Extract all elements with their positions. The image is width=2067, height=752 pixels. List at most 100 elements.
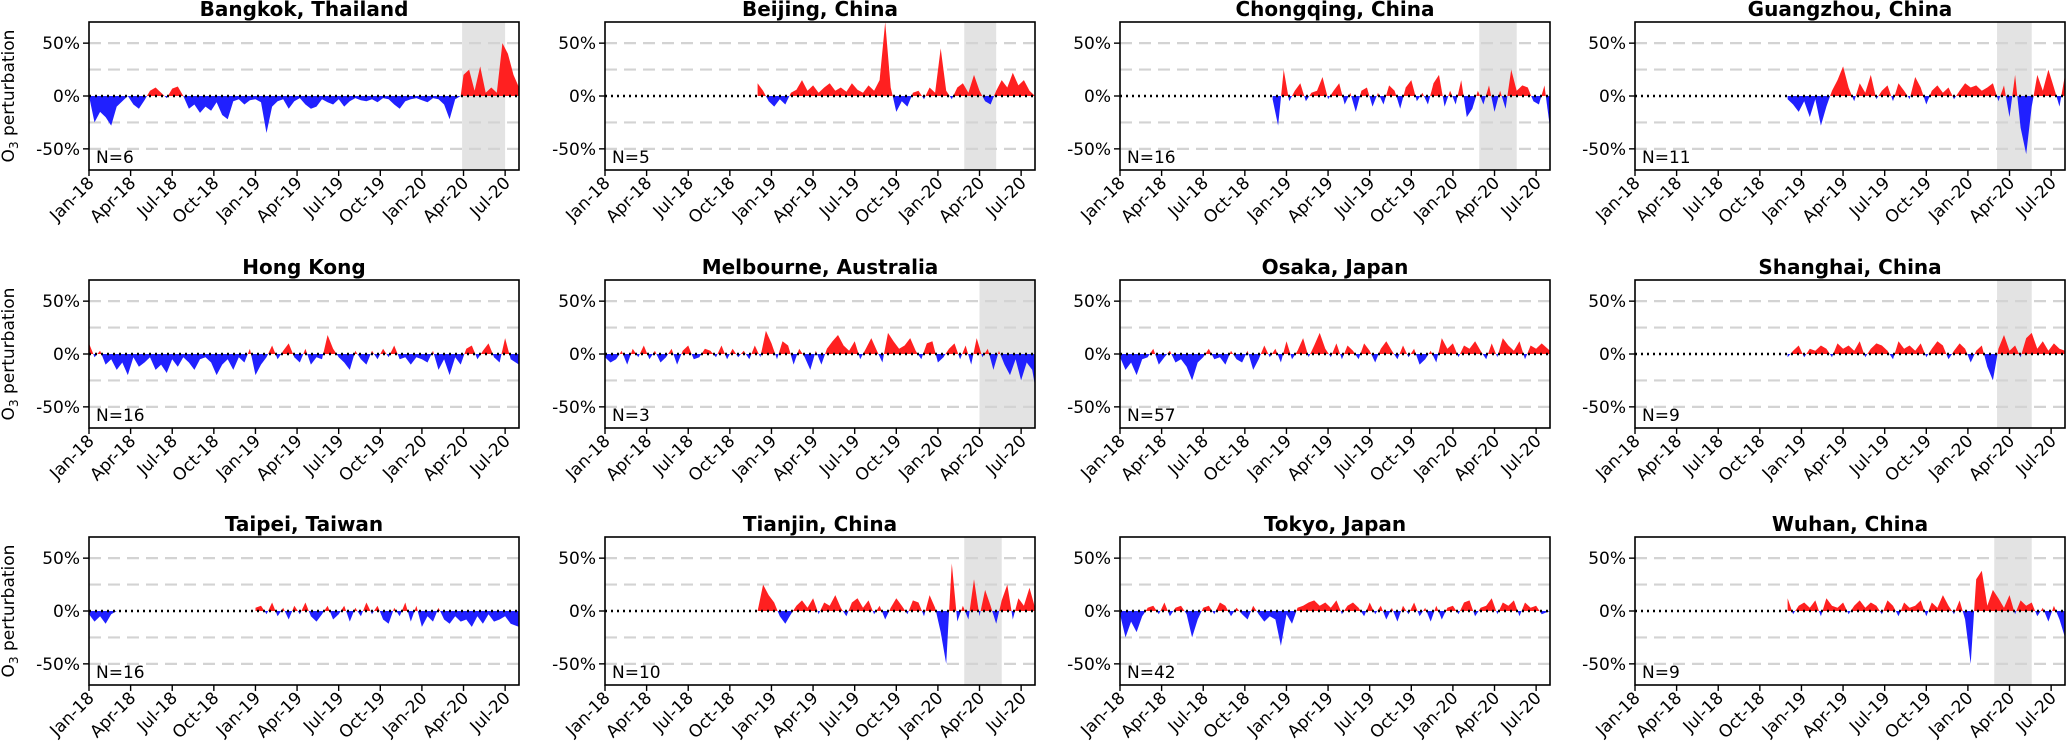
positive-area bbox=[2052, 605, 2056, 611]
x-tick-label: Apr-18 bbox=[86, 173, 140, 227]
negative-area bbox=[842, 611, 849, 617]
negative-area bbox=[878, 354, 884, 363]
negative-area bbox=[1889, 354, 1895, 360]
n-count: N=3 bbox=[612, 406, 650, 426]
x-tick-label: Oct-18 bbox=[1715, 173, 1770, 228]
positive-area bbox=[751, 345, 759, 354]
positive-area bbox=[1344, 602, 1361, 611]
x-tick-label: Apr-20 bbox=[419, 173, 473, 227]
negative-area bbox=[765, 96, 790, 107]
y-tick-label: -50% bbox=[36, 140, 80, 160]
positive-area bbox=[1378, 341, 1394, 354]
y-tick-label: -50% bbox=[1582, 140, 1626, 160]
positive-area bbox=[757, 83, 766, 96]
y-axis-label-sub: 3 bbox=[7, 656, 21, 664]
negative-area bbox=[989, 354, 998, 370]
negative-area bbox=[1491, 96, 1499, 112]
positive-area bbox=[414, 605, 418, 611]
positive-area bbox=[1160, 602, 1168, 611]
negative-area bbox=[329, 611, 341, 620]
positive-area bbox=[146, 87, 165, 96]
positive-area bbox=[1403, 80, 1416, 96]
negative-area bbox=[1211, 354, 1230, 365]
y-axis-label-main: O bbox=[0, 407, 19, 420]
negative-area bbox=[1272, 96, 1282, 126]
positive-area bbox=[945, 343, 959, 354]
y-tick-label: -50% bbox=[1067, 398, 1111, 418]
positive-area bbox=[501, 338, 510, 354]
positive-area bbox=[1281, 69, 1289, 96]
n-count: N=11 bbox=[1642, 148, 1691, 168]
x-tick-label: Apr-18 bbox=[1117, 431, 1171, 485]
x-tick-label: Apr-20 bbox=[1450, 431, 1504, 485]
positive-area bbox=[1296, 600, 1341, 611]
positive-area bbox=[1850, 600, 1880, 611]
positive-area bbox=[1910, 77, 1924, 96]
positive-area bbox=[729, 348, 737, 354]
positive-area bbox=[884, 332, 918, 354]
positive-area bbox=[639, 345, 648, 354]
y-tick-label: 0% bbox=[569, 87, 596, 107]
panel-4: 50%0%-50%Jan-18Apr-18Jul-18Oct-18Jan-19A… bbox=[0, 255, 520, 486]
positive-area bbox=[1488, 343, 1496, 354]
positive-area bbox=[2061, 74, 2065, 96]
negative-area bbox=[673, 354, 682, 365]
y-tick-label: 0% bbox=[1599, 602, 1626, 622]
negative-area bbox=[1120, 611, 1146, 638]
positive-area bbox=[1271, 348, 1278, 354]
positive-area bbox=[969, 579, 979, 611]
negative-area bbox=[858, 354, 863, 360]
negative-area bbox=[1371, 354, 1379, 363]
x-tick-label: Oct-18 bbox=[169, 431, 224, 486]
negative-area bbox=[1426, 611, 1435, 622]
x-tick-label: Jul-20 bbox=[1497, 173, 1546, 222]
negative-area bbox=[1000, 354, 1035, 386]
y-tick-label: -50% bbox=[36, 655, 80, 675]
negative-area bbox=[183, 96, 461, 133]
negative-area bbox=[1212, 611, 1216, 615]
panel-11: 50%0%-50%Jan-18Apr-18Jul-18Oct-18Jan-19A… bbox=[1582, 512, 2066, 743]
positive-area bbox=[757, 584, 778, 611]
positive-area bbox=[401, 602, 408, 611]
negative-area bbox=[379, 611, 394, 624]
x-tick-label: Jul-20 bbox=[982, 688, 1031, 737]
negative-area bbox=[1415, 96, 1421, 102]
positive-area bbox=[797, 348, 803, 354]
positive-area bbox=[925, 595, 936, 611]
positive-area bbox=[793, 598, 818, 611]
positive-area bbox=[1476, 90, 1480, 96]
negative-area bbox=[1382, 611, 1391, 620]
positive-area bbox=[255, 605, 265, 611]
negative-area bbox=[1923, 96, 1930, 105]
positive-area bbox=[998, 350, 1001, 354]
x-tick-label: Apr-19 bbox=[1284, 688, 1338, 742]
x-tick-label: Oct-19 bbox=[1881, 431, 1936, 486]
x-tick-label: Apr-19 bbox=[769, 688, 823, 742]
negative-area bbox=[1379, 96, 1386, 105]
positive-area bbox=[1883, 600, 1896, 611]
negative-area bbox=[2056, 96, 2062, 107]
positive-area bbox=[354, 350, 358, 354]
positive-area bbox=[994, 72, 1035, 96]
n-count: N=16 bbox=[96, 663, 145, 683]
negative-area bbox=[1967, 354, 1975, 363]
negative-area bbox=[1895, 611, 1901, 617]
negative-area bbox=[2056, 611, 2065, 638]
positive-area bbox=[1498, 600, 1518, 611]
negative-area bbox=[647, 354, 653, 360]
x-tick-label: Apr-19 bbox=[769, 173, 823, 227]
positive-area bbox=[1867, 343, 1890, 354]
negative-area bbox=[1531, 96, 1542, 105]
n-count: N=5 bbox=[612, 148, 650, 168]
positive-area bbox=[1201, 605, 1213, 611]
panel-2: 50%0%-50%Jan-18Apr-18Jul-18Oct-18Jan-19A… bbox=[1067, 0, 1551, 228]
y-axis-label-sub: 3 bbox=[7, 141, 21, 149]
negative-area bbox=[1432, 354, 1439, 363]
positive-area bbox=[1787, 598, 1792, 611]
positive-area bbox=[789, 22, 893, 96]
positive-area bbox=[1956, 83, 1997, 96]
y-tick-label: 50% bbox=[558, 292, 596, 312]
positive-area bbox=[2033, 69, 2057, 96]
positive-area bbox=[1295, 338, 1308, 354]
negative-area bbox=[1233, 354, 1247, 363]
